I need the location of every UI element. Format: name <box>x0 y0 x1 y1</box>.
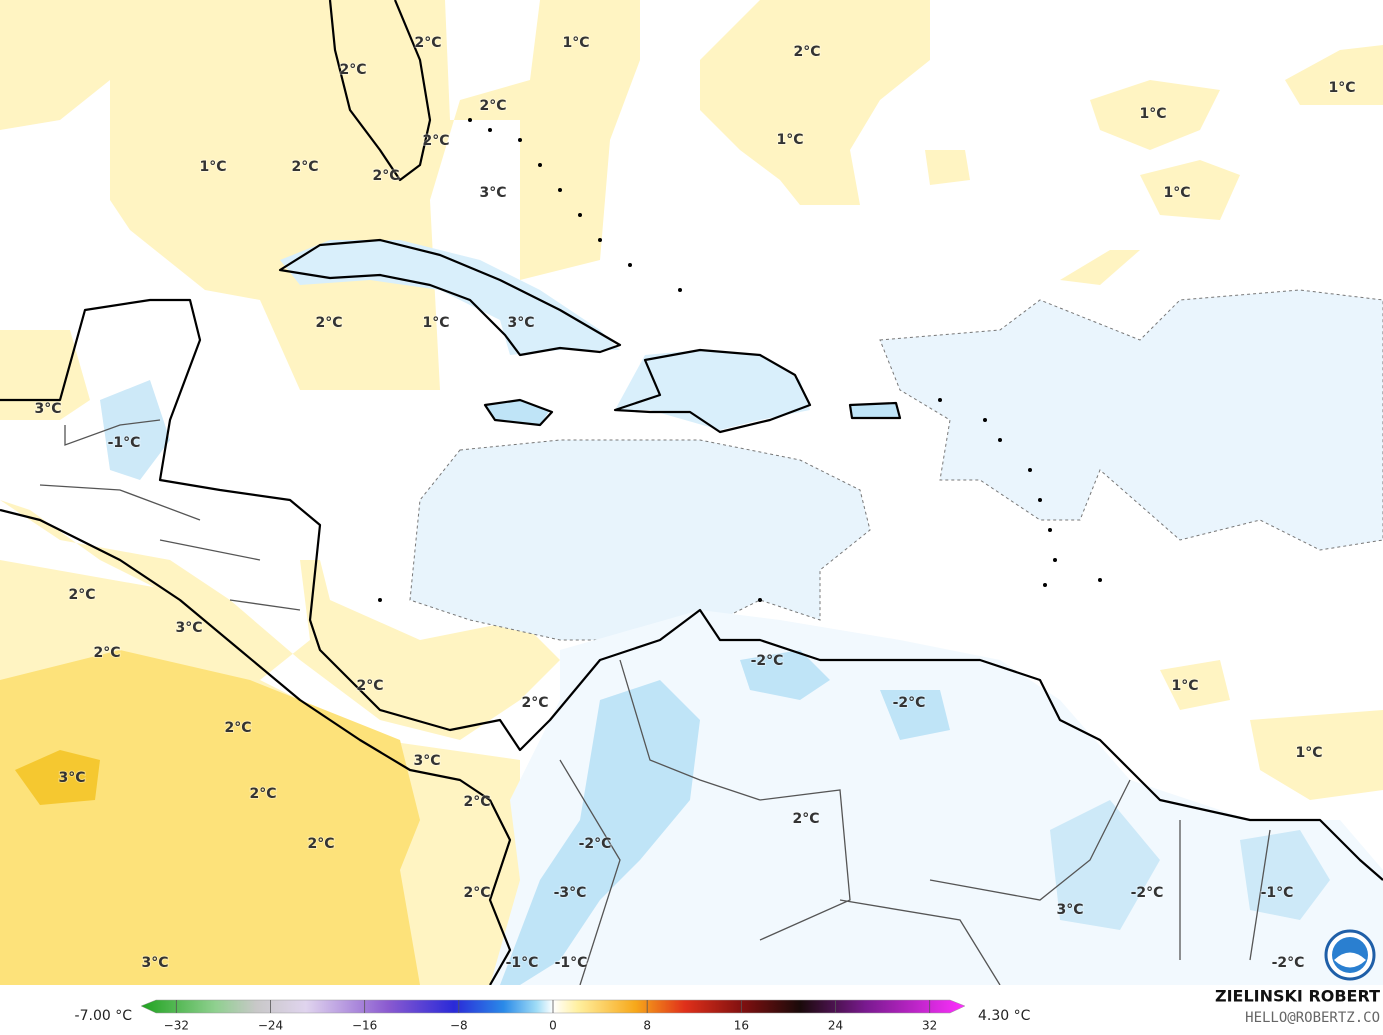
cool-island <box>615 350 810 430</box>
contour-label: -2°C <box>893 695 926 711</box>
colorbar-tick-label: 24 <box>828 1019 843 1033</box>
contour-label: 2°C <box>463 885 490 901</box>
contour-label: 3°C <box>141 955 168 971</box>
coastline <box>0 508 512 986</box>
contour-label: 2°C <box>249 786 276 802</box>
colorbar-tick-label: 8 <box>643 1019 651 1033</box>
contour-label: 2°C <box>224 720 251 736</box>
coastline <box>278 238 622 357</box>
coastline <box>0 298 1383 881</box>
contour-label: -1°C <box>108 435 141 451</box>
colorbar-tick-label: 32 <box>922 1019 937 1033</box>
coastline <box>328 0 432 182</box>
max-value: 4.30 °C <box>978 1008 1031 1024</box>
colorbar-tick-label: −8 <box>450 1019 468 1033</box>
warm-area-strong <box>0 650 420 985</box>
contour-label: 2°C <box>372 168 399 184</box>
colorbar-tick-label: −24 <box>258 1019 283 1033</box>
contour-label: 1°C <box>422 315 449 331</box>
cool-area <box>879 289 1383 551</box>
contour-label: -1°C <box>555 955 588 971</box>
contour-label: 2°C <box>315 315 342 331</box>
contour-label: 2°C <box>521 695 548 711</box>
warm-area <box>925 150 970 185</box>
contour-label: -2°C <box>1272 955 1305 971</box>
warm-area <box>0 330 90 420</box>
contour-label: 1°C <box>1295 745 1322 761</box>
contour-label: -2°C <box>751 653 784 669</box>
cool-core <box>1050 800 1160 930</box>
warm-area <box>1285 45 1383 105</box>
contour-label: -3°C <box>554 885 587 901</box>
contour-label: 2°C <box>93 645 120 661</box>
min-value: -7.00 °C <box>75 1008 133 1024</box>
colorbar-tick-label: 0 <box>549 1019 557 1033</box>
coastline <box>613 348 812 434</box>
contour-label: 3°C <box>507 315 534 331</box>
contour-label: -1°C <box>1261 885 1294 901</box>
warm-area <box>1140 160 1240 220</box>
islands <box>378 118 1102 602</box>
border <box>39 419 1271 986</box>
land-cool <box>490 610 1383 985</box>
contour-label: 1°C <box>1328 80 1355 96</box>
contour-label: 1°C <box>562 35 589 51</box>
warm-area <box>1160 660 1230 710</box>
warm-area <box>0 500 560 740</box>
contour-label: 3°C <box>175 620 202 636</box>
warm-area <box>1250 710 1383 800</box>
warm-area <box>1060 250 1140 285</box>
contour-label: 1°C <box>1139 106 1166 122</box>
coastline <box>848 401 902 420</box>
contact: HELLO@ROBERTZ.CO <box>1245 1010 1380 1026</box>
contour-label: 3°C <box>1056 902 1083 918</box>
contour-label: 1°C <box>199 159 226 175</box>
coastline <box>483 398 554 427</box>
cool-island <box>850 403 900 418</box>
cool-core <box>1240 830 1330 920</box>
contour-label: -2°C <box>579 836 612 852</box>
contour-label: 2°C <box>463 794 490 810</box>
contour-label: 1°C <box>776 132 803 148</box>
contour-label: 2°C <box>291 159 318 175</box>
contour-label: 2°C <box>68 587 95 603</box>
cool-area <box>409 439 871 641</box>
warm-area <box>1090 80 1220 150</box>
contour-label: 2°C <box>479 98 506 114</box>
cool-core <box>880 690 950 740</box>
noaa-logo <box>1324 929 1376 981</box>
author: ZIELINSKI ROBERT <box>1215 987 1380 1006</box>
warm-area <box>0 0 640 390</box>
contour-label: -1°C <box>506 955 539 971</box>
contour-labels: 2°C 1°C 2°C 1°C 2°C 2°C 1°C 2°C 1°C 1°C 2°C 2°C 3°C 1… <box>33 34 1356 972</box>
colorbar-tick-label: −16 <box>352 1019 377 1033</box>
cool-core <box>500 680 700 985</box>
cool-island <box>280 240 620 355</box>
contour-label: 2°C <box>307 836 334 852</box>
contour-label: 2°C <box>422 133 449 149</box>
contour-label: 1°C <box>1163 185 1190 201</box>
contour-label: 2°C <box>793 44 820 60</box>
contour-label: 1°C <box>1171 678 1198 694</box>
colorbar-tick-label: −32 <box>164 1019 189 1033</box>
contour-label: 3°C <box>58 770 85 786</box>
warm-area <box>700 0 930 205</box>
map: 2°C 1°C 2°C 1°C 2°C 2°C 1°C 2°C 1°C 1°C 2°C 2°C 3°C 1… <box>0 0 1383 986</box>
cool-core <box>100 380 170 480</box>
contour-label: 3°C <box>34 401 61 417</box>
contour-label: 2°C <box>414 35 441 51</box>
warm-area <box>0 0 110 130</box>
cool-core <box>740 650 830 700</box>
colorbar: −32 −24 −16 −8 0 8 16 24 32 <box>140 999 966 1033</box>
contour-label: 2°C <box>792 811 819 827</box>
warm-core <box>15 750 100 805</box>
contour-label: 3°C <box>413 753 440 769</box>
contour-label: 3°C <box>479 185 506 201</box>
contour-label: 2°C <box>356 678 383 694</box>
contour-label: -2°C <box>1131 885 1164 901</box>
contour-label: 2°C <box>339 62 366 78</box>
colorbar-tick-label: 16 <box>734 1019 749 1033</box>
